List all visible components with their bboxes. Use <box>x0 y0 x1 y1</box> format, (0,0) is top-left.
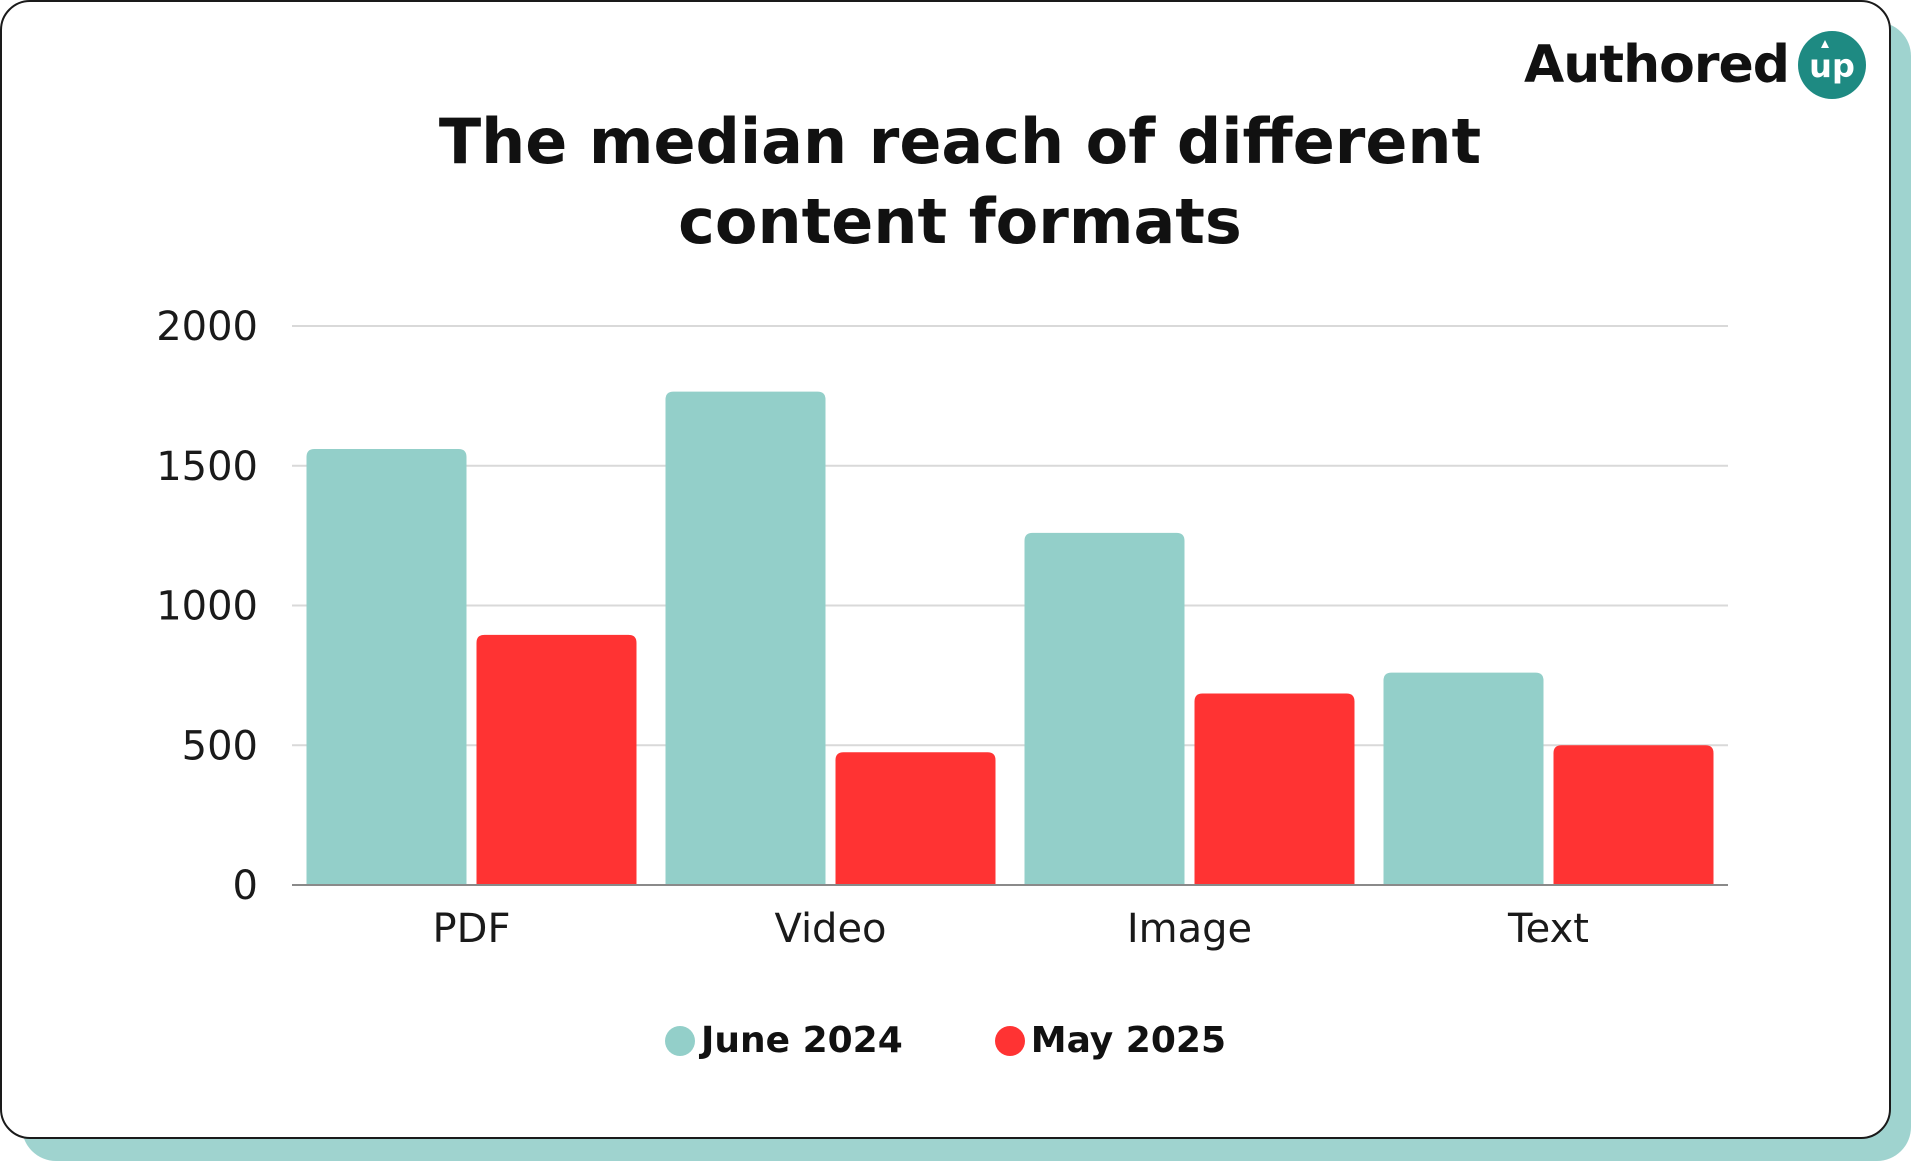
y-axis-ticks: 0 500 1000 1500 2000 <box>156 304 258 909</box>
legend-item-may-2025: May 2025 <box>994 1020 1226 1061</box>
x-category-label: Text <box>1507 906 1589 952</box>
legend: June 2024 May 2025 <box>0 1020 1891 1061</box>
legend-label-may-2025: May 2025 <box>1030 1020 1226 1061</box>
x-category-label: Video <box>774 906 886 952</box>
legend-item-june-2024: June 2024 <box>664 1020 903 1061</box>
x-axis-labels: PDF Video Image Text <box>433 906 1589 952</box>
y-tick-label: 1000 <box>156 584 258 630</box>
legend-label-june-2024: June 2024 <box>700 1020 903 1061</box>
legend-swatch-may-2025 <box>994 1025 1025 1056</box>
bar-pdf-june-2024 <box>306 448 467 885</box>
chart-title: The median reach of different content fo… <box>260 102 1660 262</box>
x-category-label: PDF <box>433 906 511 952</box>
y-tick-label: 500 <box>182 723 258 769</box>
brand-logo: Authored up <box>1524 30 1867 100</box>
bar-video-june-2024 <box>665 391 826 885</box>
logo-text: Authored <box>1524 35 1790 95</box>
up-arrow-icon: up <box>1798 31 1866 99</box>
bar-image-may-2025 <box>1194 693 1355 885</box>
logo-badge-text: up <box>1809 47 1855 85</box>
chart-title-line1: The median reach of different <box>438 105 1482 178</box>
y-tick-label: 2000 <box>156 304 258 350</box>
bar-text-may-2025 <box>1553 745 1714 885</box>
bar-text-june-2024 <box>1383 672 1544 885</box>
y-tick-label: 0 <box>233 863 258 909</box>
bar-chart: 0 500 1000 1500 2000 PDF Video Image Text <box>156 304 1728 952</box>
bars <box>306 391 1714 885</box>
bar-pdf-may-2025 <box>476 634 637 885</box>
bar-video-may-2025 <box>835 752 996 885</box>
bar-image-june-2024 <box>1024 532 1185 885</box>
x-category-label: Image <box>1127 906 1252 952</box>
chart-title-line2: content formats <box>678 185 1242 258</box>
legend-swatch-june-2024 <box>664 1025 695 1056</box>
y-tick-label: 1500 <box>156 444 258 490</box>
